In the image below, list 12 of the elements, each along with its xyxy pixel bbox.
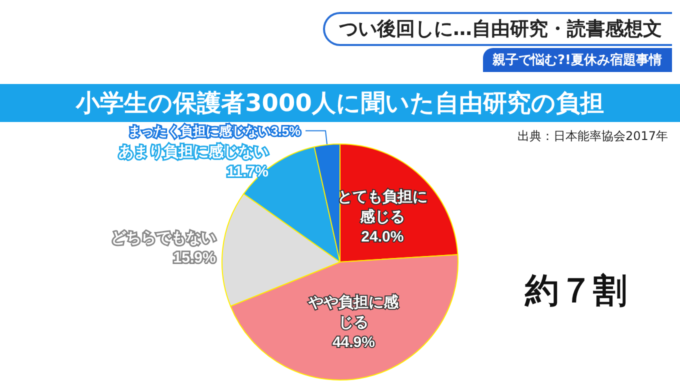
data-label: 24.0% <box>361 228 404 246</box>
text: つい後回しに…自由研究・読書感想文 <box>323 12 672 46</box>
slice-label: まったく負担に感じない3.5% <box>128 123 301 138</box>
slice-label: どちらでもない <box>110 230 216 247</box>
chart-title: 小学生の保護者3000人に聞いた自由研究の負担 <box>0 84 680 122</box>
data-label: 15.9% <box>173 250 216 267</box>
slice-label: やや負担に感じる <box>308 294 400 331</box>
slice-label: あまり負担に感じない <box>118 144 268 161</box>
text: 親子で悩む?!夏休み宿題事情 <box>482 48 672 72</box>
data-label: 44.9% <box>332 334 375 351</box>
text: 約７割 <box>525 270 627 313</box>
source-note: 出典：日本能率協会2017年 <box>517 128 668 145</box>
